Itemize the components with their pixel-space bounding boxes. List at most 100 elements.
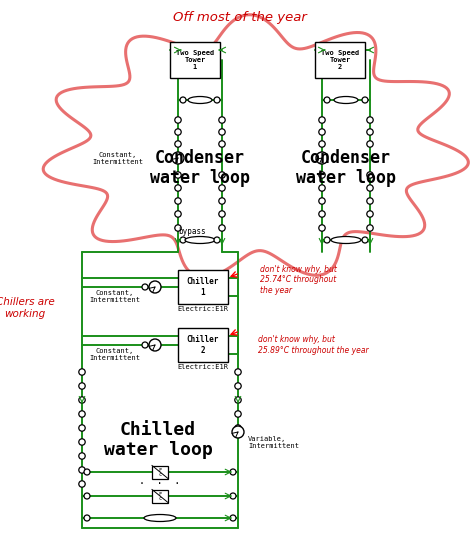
Text: F: F bbox=[158, 468, 162, 473]
Circle shape bbox=[319, 117, 325, 123]
Circle shape bbox=[319, 141, 325, 147]
Circle shape bbox=[362, 97, 368, 103]
Text: bypass: bypass bbox=[178, 227, 206, 237]
Circle shape bbox=[367, 198, 373, 204]
Circle shape bbox=[84, 515, 90, 521]
Circle shape bbox=[319, 211, 325, 217]
Circle shape bbox=[79, 383, 85, 389]
Circle shape bbox=[142, 342, 148, 348]
Circle shape bbox=[175, 117, 181, 123]
Circle shape bbox=[319, 225, 325, 231]
Text: Constant,
Intermittent: Constant, Intermittent bbox=[90, 289, 140, 302]
Text: c: c bbox=[158, 497, 162, 502]
Circle shape bbox=[235, 383, 241, 389]
Text: ·  ·  ·: · · · bbox=[139, 479, 181, 489]
Circle shape bbox=[230, 469, 236, 475]
Text: Variable,
Intermittent: Variable, Intermittent bbox=[248, 436, 299, 448]
Circle shape bbox=[367, 129, 373, 135]
Circle shape bbox=[235, 369, 241, 375]
Circle shape bbox=[175, 129, 181, 135]
FancyBboxPatch shape bbox=[178, 270, 228, 304]
Text: Chilled
water loop: Chilled water loop bbox=[104, 421, 212, 459]
Circle shape bbox=[232, 426, 244, 438]
Circle shape bbox=[175, 185, 181, 191]
Circle shape bbox=[316, 152, 328, 164]
Circle shape bbox=[324, 237, 330, 243]
Text: Chiller
2: Chiller 2 bbox=[187, 335, 219, 355]
Circle shape bbox=[367, 225, 373, 231]
Text: Electric:E1R: Electric:E1R bbox=[177, 364, 228, 370]
Circle shape bbox=[175, 211, 181, 217]
Circle shape bbox=[142, 284, 148, 290]
Circle shape bbox=[180, 97, 186, 103]
Circle shape bbox=[230, 515, 236, 521]
Circle shape bbox=[235, 425, 241, 431]
Text: Chillers are
working: Chillers are working bbox=[0, 297, 55, 319]
Circle shape bbox=[172, 152, 184, 164]
Ellipse shape bbox=[144, 515, 176, 522]
Ellipse shape bbox=[334, 96, 358, 103]
Circle shape bbox=[367, 211, 373, 217]
Circle shape bbox=[319, 172, 325, 178]
Circle shape bbox=[367, 117, 373, 123]
Text: don't know why, but
25.74°C throughout
the year: don't know why, but 25.74°C throughout t… bbox=[260, 265, 337, 295]
Circle shape bbox=[214, 237, 220, 243]
Text: Chiller
1: Chiller 1 bbox=[187, 277, 219, 296]
Circle shape bbox=[175, 198, 181, 204]
FancyBboxPatch shape bbox=[170, 42, 220, 78]
Text: Off most of the year: Off most of the year bbox=[173, 11, 307, 24]
FancyBboxPatch shape bbox=[152, 466, 168, 479]
Circle shape bbox=[367, 172, 373, 178]
Circle shape bbox=[367, 185, 373, 191]
Circle shape bbox=[362, 237, 368, 243]
Text: Condenser
water loop: Condenser water loop bbox=[150, 149, 250, 187]
Circle shape bbox=[219, 211, 225, 217]
Circle shape bbox=[235, 411, 241, 417]
Circle shape bbox=[219, 117, 225, 123]
Circle shape bbox=[175, 225, 181, 231]
Ellipse shape bbox=[331, 237, 361, 244]
Circle shape bbox=[180, 237, 186, 243]
Text: Constant,
Intermittent: Constant, Intermittent bbox=[92, 151, 144, 164]
Circle shape bbox=[219, 141, 225, 147]
Circle shape bbox=[219, 185, 225, 191]
Circle shape bbox=[175, 172, 181, 178]
Circle shape bbox=[319, 185, 325, 191]
Circle shape bbox=[219, 198, 225, 204]
Circle shape bbox=[79, 411, 85, 417]
Text: don't know why, but
25.89°C throughout the year: don't know why, but 25.89°C throughout t… bbox=[258, 335, 369, 355]
Circle shape bbox=[214, 97, 220, 103]
Circle shape bbox=[219, 225, 225, 231]
Circle shape bbox=[324, 97, 330, 103]
Circle shape bbox=[79, 481, 85, 487]
FancyBboxPatch shape bbox=[178, 328, 228, 362]
FancyBboxPatch shape bbox=[152, 490, 168, 503]
Circle shape bbox=[84, 493, 90, 499]
Circle shape bbox=[79, 369, 85, 375]
Circle shape bbox=[367, 141, 373, 147]
Ellipse shape bbox=[188, 96, 212, 103]
Circle shape bbox=[319, 198, 325, 204]
Text: Electric:E1R: Electric:E1R bbox=[177, 306, 228, 312]
Circle shape bbox=[219, 172, 225, 178]
Circle shape bbox=[149, 339, 161, 351]
Circle shape bbox=[79, 467, 85, 473]
Circle shape bbox=[79, 453, 85, 459]
Text: Constant,
Intermittent: Constant, Intermittent bbox=[90, 348, 140, 361]
Text: Two Speed
Tower
1: Two Speed Tower 1 bbox=[176, 50, 214, 70]
Circle shape bbox=[149, 281, 161, 293]
Text: c: c bbox=[158, 473, 162, 478]
Text: F: F bbox=[158, 492, 162, 498]
Circle shape bbox=[219, 129, 225, 135]
Circle shape bbox=[319, 129, 325, 135]
Circle shape bbox=[175, 141, 181, 147]
Circle shape bbox=[79, 439, 85, 445]
Circle shape bbox=[84, 469, 90, 475]
Circle shape bbox=[79, 425, 85, 431]
Circle shape bbox=[79, 397, 85, 403]
Text: Two Speed
Tower
2: Two Speed Tower 2 bbox=[321, 50, 359, 70]
Ellipse shape bbox=[185, 237, 215, 244]
Circle shape bbox=[230, 493, 236, 499]
Circle shape bbox=[235, 397, 241, 403]
Text: Condenser
water loop: Condenser water loop bbox=[296, 149, 396, 187]
